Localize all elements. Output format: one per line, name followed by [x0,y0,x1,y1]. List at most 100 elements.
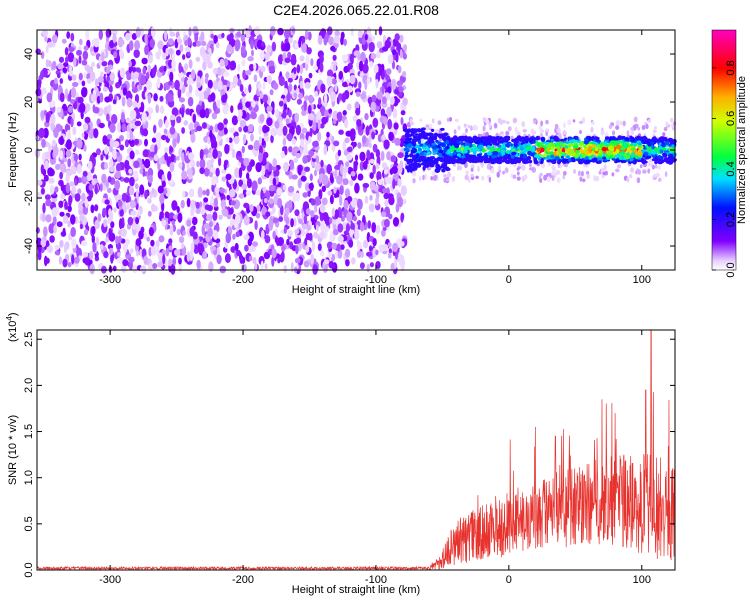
heatmap-cell [67,105,74,113]
heatmap-cell [234,242,239,251]
heatmap-cell [81,59,88,66]
heatmap-cell [62,227,66,236]
heatmap-cell [293,92,298,98]
heatmap-cell [107,104,112,112]
heatmap-cell [467,140,473,144]
heatmap-cell [477,165,480,172]
heatmap-cell [533,119,537,124]
heatmap-cell [295,152,301,159]
heatmap-cell [665,121,669,126]
x-tick-label: 100 [633,274,651,286]
heatmap-cell [304,30,309,41]
heatmap-cell [149,38,155,48]
heatmap-cell [262,81,266,90]
heatmap-cell [612,130,616,136]
heatmap-cell [572,157,576,161]
heatmap-cell [578,120,584,124]
heatmap-cell [217,81,223,89]
heatmap-cell [51,34,58,44]
heatmap-cell [511,159,518,164]
heatmap-cell [306,224,311,231]
heatmap-cell [430,176,434,181]
heatmap-cell [417,147,422,151]
y-tick-label: 40 [23,48,35,60]
heatmap-cell [333,118,337,125]
heatmap-cell [204,77,209,84]
heatmap-cell [35,88,42,97]
heatmap-cell [324,226,330,233]
heatmap-cell [251,180,258,192]
heatmap-cell [344,188,351,198]
heatmap-cell [205,73,209,79]
heatmap-cell [664,157,668,161]
heatmap-cell [305,244,310,253]
heatmap-cell [603,164,607,171]
heatmap-cell [89,263,95,275]
heatmap-cell [122,259,129,267]
heatmap-cell [629,143,634,148]
heatmap-cell [276,187,283,196]
heatmap-cell [176,228,181,236]
colorbar: 0.00.20.40.60.8 Normalized spectral ampl… [711,29,748,278]
heatmap-cell [362,239,369,249]
heatmap-cell [308,183,314,190]
heatmap-cell [399,48,403,59]
heatmap-cell [97,213,102,222]
heatmap-cell [317,119,321,130]
heatmap-cell [457,125,461,131]
heatmap-cell [280,151,286,159]
heatmap-cell [76,138,83,149]
heatmap-cell [600,130,605,136]
heatmap-cell [585,150,589,156]
heatmap-cell [148,174,153,184]
heatmap-cell [191,69,196,80]
heatmap-cell [323,264,328,273]
heatmap-cell [344,137,350,144]
heatmap-cell [125,118,132,124]
heatmap-cell [304,82,311,89]
heatmap-cell [42,202,46,214]
heatmap-cell [615,120,620,126]
heatmap-cell [408,137,413,141]
heatmap-cell [164,29,168,41]
heatmap-cell [529,163,532,168]
heatmap-cell [67,52,75,63]
heatmap-cell [462,148,468,154]
heatmap-cell [272,217,279,224]
heatmap-cell [547,161,551,167]
heatmap-cell [433,135,437,140]
heatmap-cell [58,256,63,265]
heatmap-cell [420,151,424,156]
heatmap-cell [232,233,236,240]
heatmap-cell [37,242,42,253]
heatmap-cell [159,66,164,73]
heatmap-cell [467,124,470,129]
heatmap-cell [132,100,138,108]
heatmap-cell [430,158,434,163]
heatmap-cell [660,144,666,148]
heatmap-cell [266,44,272,53]
heatmap-cell [299,55,305,62]
heatmap-cell [73,153,79,162]
heatmap-cell [373,64,379,75]
heatmap-cell [630,138,636,143]
heatmap-cell [108,208,112,217]
heatmap-cell [334,30,340,37]
heatmap-cell [131,80,135,90]
heatmap-cell [270,134,274,144]
heatmap-cell [530,128,535,135]
heatmap-cell [107,216,111,225]
heatmap-cell [378,65,383,76]
heatmap-cell [593,175,598,182]
heatmap-cell [381,85,385,95]
heatmap-cell [188,59,193,69]
heatmap-cell [62,67,67,73]
heatmap-cell [425,126,429,131]
heatmap-cell [67,93,72,102]
heatmap-cell [109,123,116,133]
heatmap-cell [419,176,422,181]
heatmap-cell [212,211,218,221]
heatmap-cell [512,174,517,180]
heatmap-cell [275,108,280,120]
heatmap-cell [214,197,218,208]
